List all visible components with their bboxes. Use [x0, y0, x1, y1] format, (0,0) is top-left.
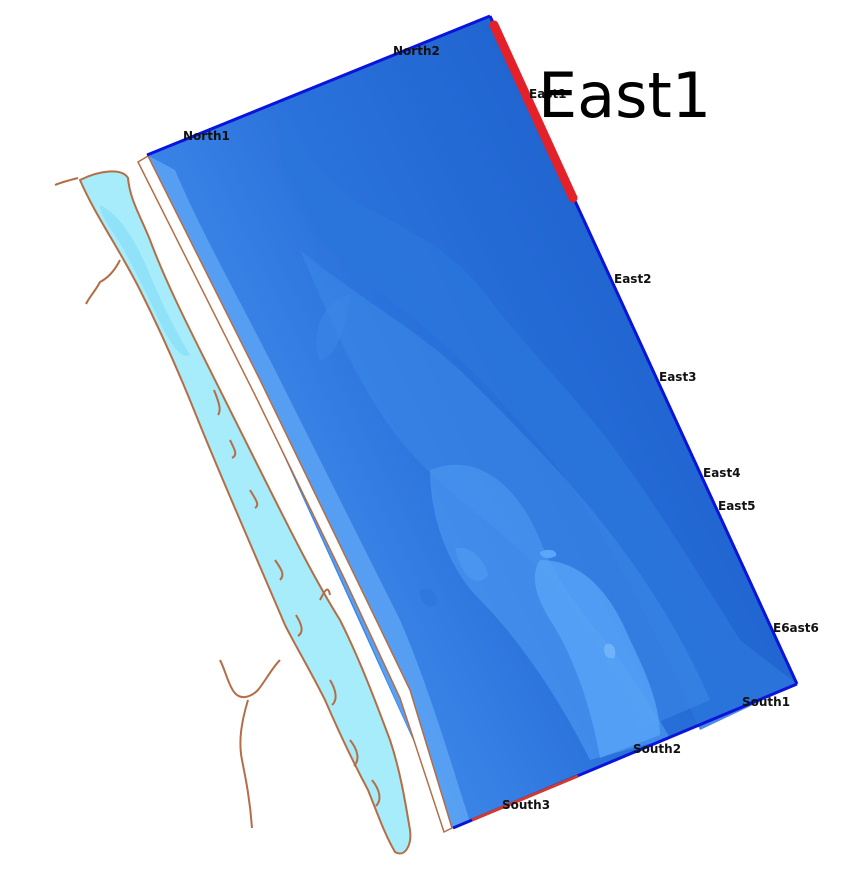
north-boundary[interactable]	[146, 14, 491, 157]
label-south1: South1	[742, 695, 790, 709]
barrier-island	[137, 154, 453, 834]
highlight-label: East1	[538, 59, 711, 132]
label-east4: East4	[703, 466, 741, 480]
label-south3: South3	[502, 798, 550, 812]
label-east2: East2	[614, 272, 652, 286]
label-south2: South2	[633, 742, 681, 756]
south3-segment[interactable]	[471, 774, 579, 822]
label-east5: East5	[718, 499, 756, 513]
label-east3: East3	[659, 370, 697, 384]
open-boundaries	[146, 14, 799, 830]
label-north1: North1	[183, 129, 230, 143]
label-north2: North2	[393, 44, 440, 58]
label-east6: E6ast6	[773, 621, 819, 635]
label-east1: East1	[529, 87, 567, 101]
boundary-labels: North1 North2 East1 East2 East3 East4 Ea…	[183, 44, 819, 812]
lagoon	[78, 170, 412, 855]
coastline	[54, 177, 381, 829]
east1-selected-segment[interactable]	[489, 20, 578, 203]
